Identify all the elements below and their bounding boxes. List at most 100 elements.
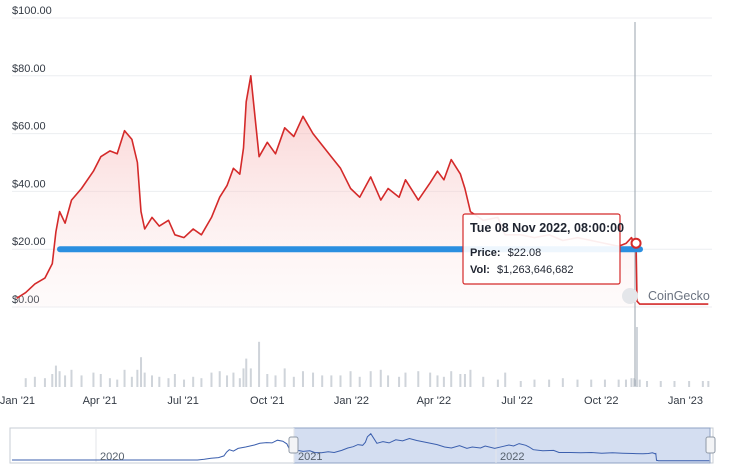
x-tick-label: Apr '21 xyxy=(83,395,118,407)
volume-bar xyxy=(321,375,324,387)
volume-bar xyxy=(232,372,235,387)
volume-bar xyxy=(442,376,445,387)
x-tick-label: Apr '22 xyxy=(417,395,452,407)
tooltip-price-value: $22.08 xyxy=(508,247,542,259)
volume-bar xyxy=(238,378,241,387)
watermark-text: CoinGecko xyxy=(648,289,710,303)
navigator-label-2021: 2021 xyxy=(298,451,322,463)
volume-bar xyxy=(617,379,620,387)
x-tick-label: Oct '21 xyxy=(250,395,285,407)
volume-bar xyxy=(301,371,304,387)
volume-bar xyxy=(249,368,252,387)
volume-bar xyxy=(429,372,432,387)
volume-bar xyxy=(417,371,420,387)
volume-bar xyxy=(80,375,83,387)
volume-bar xyxy=(99,374,102,387)
volume-bar xyxy=(292,376,295,387)
volume-bar xyxy=(638,379,641,387)
volume-bar xyxy=(436,375,439,387)
navigator-label-2022: 2022 xyxy=(500,451,524,463)
volume-bar xyxy=(673,381,676,387)
volume-bar xyxy=(136,369,139,387)
volume-bar xyxy=(274,375,277,387)
volume-bar xyxy=(349,371,352,387)
volume-bar xyxy=(330,375,333,387)
volume-bar xyxy=(210,372,213,387)
volume-bar xyxy=(701,381,704,387)
volume-bar xyxy=(266,374,269,387)
volume-bar xyxy=(463,374,466,387)
volume-bar xyxy=(123,369,126,387)
volume-bar xyxy=(218,371,221,387)
x-tick-label: Oct '22 xyxy=(584,395,619,407)
y-tick-label: $60.00 xyxy=(12,121,46,133)
volume-bar xyxy=(533,379,536,387)
volume-bar xyxy=(688,381,691,387)
volume-bar xyxy=(379,369,382,387)
navigator-line xyxy=(12,432,710,462)
navigator-handle-right[interactable] xyxy=(705,436,716,454)
volume-bar xyxy=(64,375,67,387)
volume-bar xyxy=(58,371,61,387)
volume-bar xyxy=(387,375,390,387)
tooltip-price-label: Price: xyxy=(470,247,501,259)
gecko-logo-icon xyxy=(622,288,638,304)
volume-bar xyxy=(245,358,248,387)
volume-bar xyxy=(624,379,627,387)
volume-bar xyxy=(496,379,499,387)
volume-bars xyxy=(24,327,710,387)
volume-bar xyxy=(200,378,203,387)
hover-point xyxy=(630,237,642,249)
volume-bar xyxy=(242,368,245,387)
volume-bar xyxy=(183,379,186,387)
volume-bar xyxy=(312,372,315,387)
volume-bar xyxy=(70,369,73,387)
y-tick-label: $100.00 xyxy=(12,5,52,17)
volume-bar xyxy=(630,378,633,387)
volume-bar xyxy=(576,379,579,387)
volume-bar xyxy=(226,375,229,387)
volume-bar xyxy=(450,371,453,387)
x-tick-label: Jan '23 xyxy=(668,395,703,407)
volume-bar xyxy=(24,378,27,387)
volume-bar xyxy=(646,381,649,387)
volume-bar xyxy=(482,376,485,387)
volume-bar xyxy=(398,376,401,387)
volume-bar xyxy=(603,379,606,387)
navigator-label-2020: 2020 xyxy=(100,451,124,463)
volume-bar xyxy=(51,374,54,387)
volume-bar xyxy=(519,381,522,387)
x-tick-label: Jul '21 xyxy=(167,395,198,407)
volume-bar xyxy=(707,381,710,387)
y-tick-label: $40.00 xyxy=(12,178,46,190)
volume-bar xyxy=(192,376,195,387)
volume-bar xyxy=(358,376,361,387)
volume-bar xyxy=(130,376,133,387)
tooltip-vol-value: $1,263,646,682 xyxy=(497,264,573,276)
volume-bar xyxy=(92,372,95,387)
volume-bar xyxy=(140,357,143,387)
volume-bar xyxy=(258,341,261,387)
volume-bar xyxy=(167,378,170,387)
volume-bar xyxy=(54,365,57,387)
y-tick-label: $80.00 xyxy=(12,63,46,75)
volume-bar xyxy=(504,372,507,387)
svg-text:Price: $22.08: Price: $22.08 xyxy=(470,247,541,259)
volume-bar xyxy=(173,374,176,387)
volume-bar xyxy=(404,372,407,387)
navigator-handle-left[interactable] xyxy=(288,436,299,454)
volume-bar xyxy=(561,378,564,387)
volume-bar xyxy=(116,379,119,387)
tooltip-vol-label: Vol: xyxy=(470,264,490,276)
volume-bar xyxy=(158,376,161,387)
range-navigator[interactable]: 2020 2021 2022 xyxy=(9,427,716,464)
volume-bar xyxy=(151,375,153,387)
volume-bar xyxy=(635,327,638,387)
y-axis: $100.00$80.00$60.00$40.00$20.00$0.00 xyxy=(12,5,52,306)
svg-text:Vol: $1,263,646,682: Vol: $1,263,646,682 xyxy=(470,264,574,276)
x-tick-label: Jan '22 xyxy=(334,395,369,407)
tooltip: Tue 08 Nov 2022, 08:00:00 Price: $22.08 … xyxy=(462,213,624,285)
y-tick-label: $20.00 xyxy=(12,236,46,248)
x-tick-label: Jan '21 xyxy=(0,395,35,407)
